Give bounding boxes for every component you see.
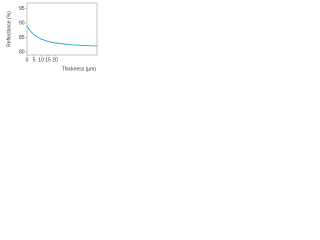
y-tick-label: 80 xyxy=(19,49,25,55)
x-tick-label: 5 xyxy=(33,57,36,63)
y-tick-label: 90 xyxy=(19,21,25,27)
x-tick-label: 10 xyxy=(38,57,44,63)
x-tick-label: 20 xyxy=(52,57,58,63)
x-axis-label: Thickness (µm) xyxy=(62,66,97,72)
chart: Reflectance (%) Thickness (µm) 80 85 90 95 0… xyxy=(6,2,98,72)
page: {"chart_data": {"type": "line", "x_label… xyxy=(0,0,100,77)
x-tick-label: 0 xyxy=(26,57,29,63)
y-axis-label: Reflectance (%) xyxy=(6,11,12,47)
y-tick-label: 85 xyxy=(19,35,25,41)
x-tick-label: 15 xyxy=(45,57,51,63)
y-tick-label: 95 xyxy=(19,6,25,12)
plot-frame xyxy=(26,2,98,56)
data-line xyxy=(26,25,98,47)
